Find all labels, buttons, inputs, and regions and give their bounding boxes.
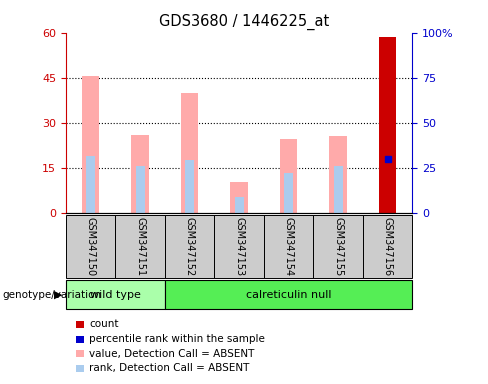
Bar (329, 136, 347, 213)
Bar (136, 167, 144, 213)
Text: GSM347155: GSM347155 (333, 217, 343, 276)
Text: genotype/variation: genotype/variation (2, 290, 102, 300)
Bar (86, 156, 95, 213)
Bar (313, 215, 363, 278)
Text: GSM347154: GSM347154 (284, 217, 294, 276)
Text: calreticulin null: calreticulin null (246, 290, 331, 300)
Bar (66, 280, 165, 309)
Text: GSM347156: GSM347156 (383, 217, 393, 276)
Text: count: count (89, 319, 119, 329)
Bar (165, 280, 412, 309)
Text: percentile rank within the sample: percentile rank within the sample (89, 334, 265, 344)
Bar (235, 197, 244, 213)
Text: wild type: wild type (90, 290, 141, 300)
Bar (334, 167, 343, 213)
Bar (284, 172, 293, 213)
Text: GSM347151: GSM347151 (135, 217, 145, 276)
Text: ▶: ▶ (54, 290, 63, 300)
Bar (181, 93, 198, 213)
Bar (363, 215, 412, 278)
Bar (379, 37, 396, 213)
Bar (214, 215, 264, 278)
Bar (264, 215, 313, 278)
Bar (82, 76, 99, 213)
Bar (66, 215, 115, 278)
Bar (230, 182, 248, 213)
Text: rank, Detection Call = ABSENT: rank, Detection Call = ABSENT (89, 363, 250, 373)
Bar (165, 215, 214, 278)
Text: GDS3680 / 1446225_at: GDS3680 / 1446225_at (159, 13, 329, 30)
Text: GSM347153: GSM347153 (234, 217, 244, 276)
Bar (115, 215, 165, 278)
Bar (185, 161, 194, 213)
Bar (131, 135, 149, 213)
Bar (280, 139, 297, 213)
Text: value, Detection Call = ABSENT: value, Detection Call = ABSENT (89, 349, 255, 359)
Text: GSM347150: GSM347150 (85, 217, 96, 276)
Text: GSM347152: GSM347152 (184, 217, 195, 276)
